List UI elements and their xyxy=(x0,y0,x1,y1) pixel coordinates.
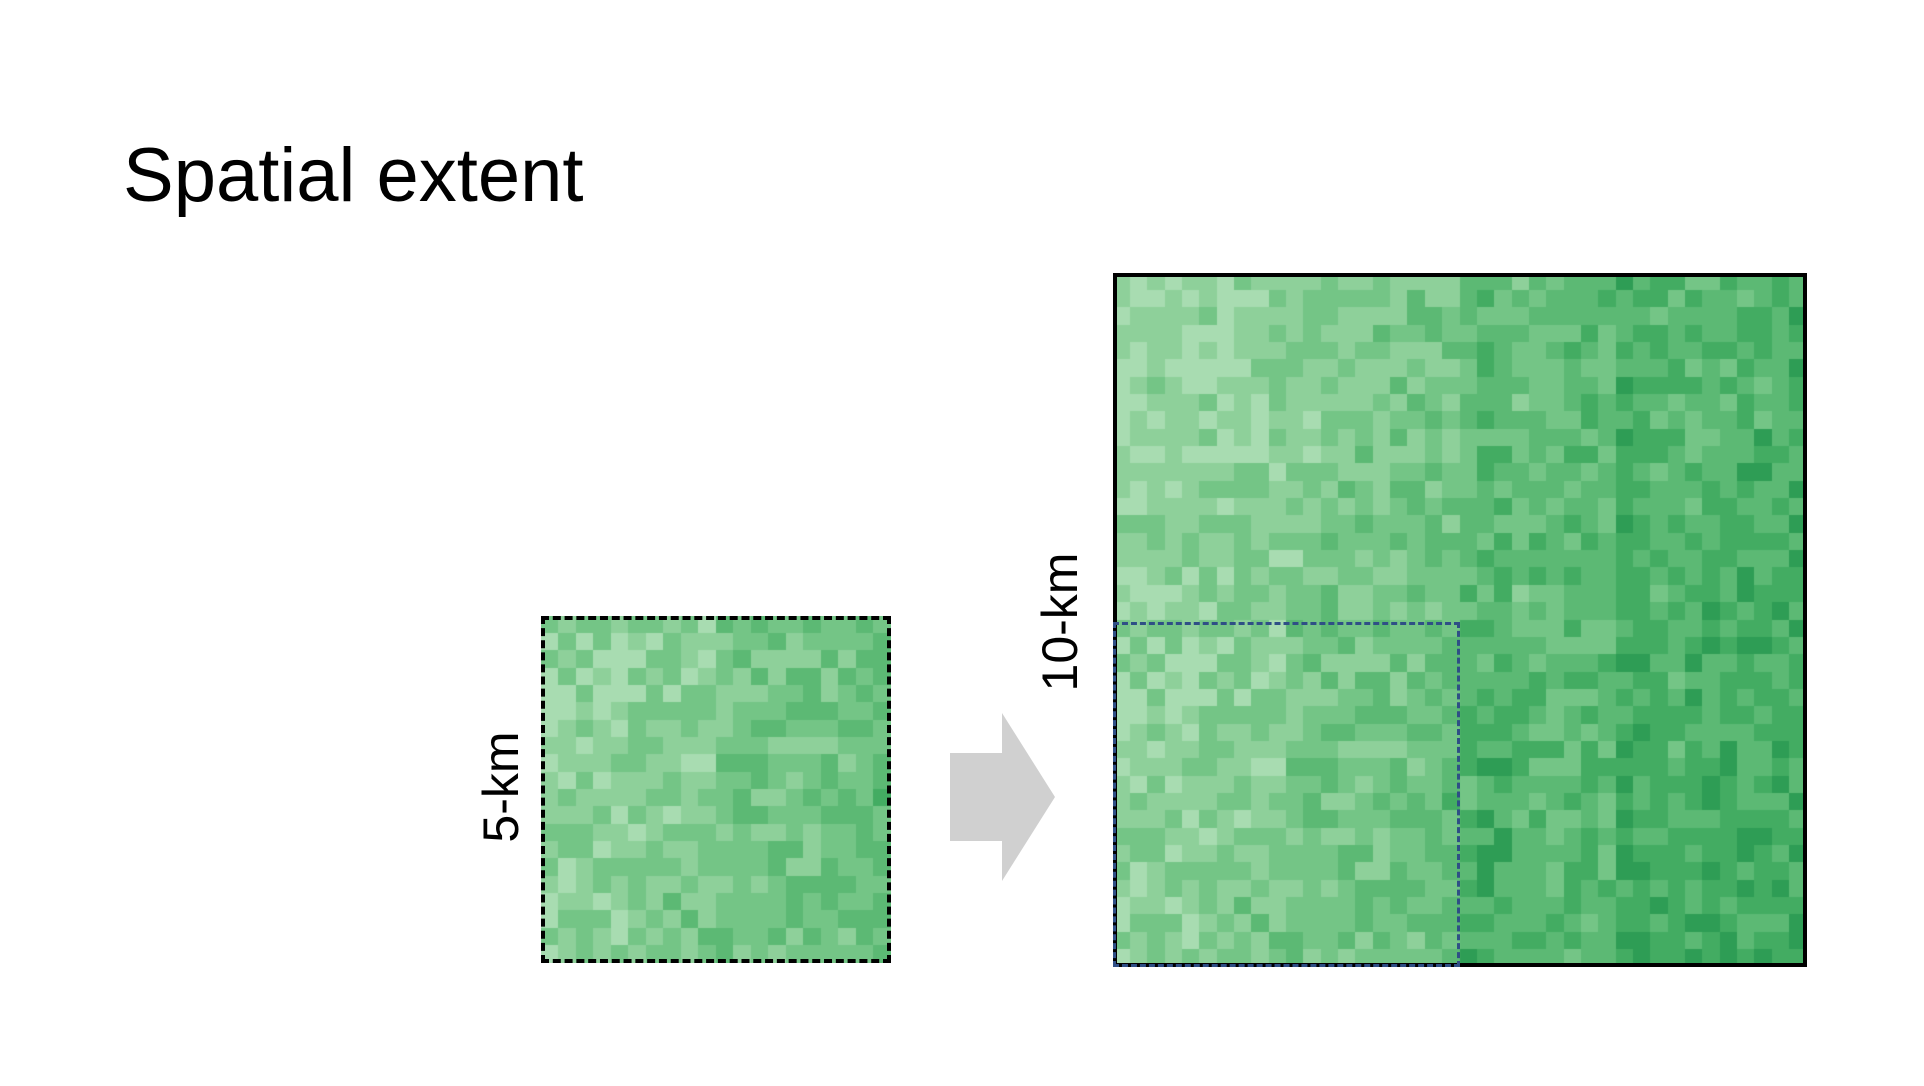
slide-title: Spatial extent xyxy=(123,133,584,218)
small-extent-label: 5-km xyxy=(473,731,529,843)
right-arrow-icon xyxy=(950,713,1055,881)
large-grid-canvas xyxy=(1113,273,1807,967)
small-grid-canvas xyxy=(541,616,891,963)
small-extent-grid xyxy=(541,616,891,963)
large-extent-grid xyxy=(1113,273,1807,967)
large-extent-label: 10-km xyxy=(1032,552,1088,692)
